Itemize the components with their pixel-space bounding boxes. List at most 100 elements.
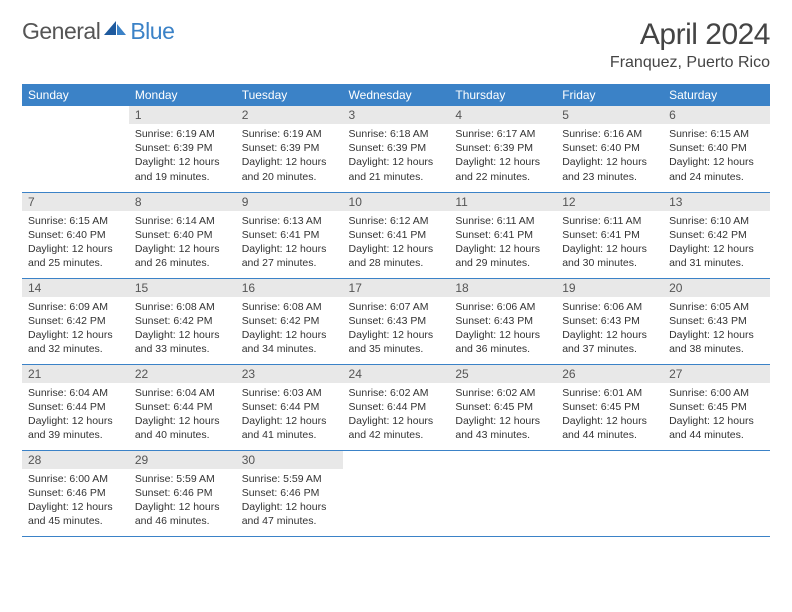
day-details: Sunrise: 6:06 AMSunset: 6:43 PMDaylight:… (449, 297, 556, 361)
day-number: 13 (663, 193, 770, 211)
day-number: 20 (663, 279, 770, 297)
calendar-cell: .. (343, 450, 450, 536)
calendar-cell: 18Sunrise: 6:06 AMSunset: 6:43 PMDayligh… (449, 278, 556, 364)
weekday-header: Thursday (449, 84, 556, 106)
day-number: 30 (236, 451, 343, 469)
day-number: 24 (343, 365, 450, 383)
day-number: 8 (129, 193, 236, 211)
day-number: 29 (129, 451, 236, 469)
weekday-header-row: Sunday Monday Tuesday Wednesday Thursday… (22, 84, 770, 106)
calendar-row: 7Sunrise: 6:15 AMSunset: 6:40 PMDaylight… (22, 192, 770, 278)
day-details: Sunrise: 6:00 AMSunset: 6:45 PMDaylight:… (663, 383, 770, 447)
logo: General Blue (22, 18, 174, 45)
day-number: 5 (556, 106, 663, 124)
day-details: Sunrise: 6:04 AMSunset: 6:44 PMDaylight:… (129, 383, 236, 447)
calendar-cell: 17Sunrise: 6:07 AMSunset: 6:43 PMDayligh… (343, 278, 450, 364)
calendar-cell: 3Sunrise: 6:18 AMSunset: 6:39 PMDaylight… (343, 106, 450, 192)
calendar-row: ..1Sunrise: 6:19 AMSunset: 6:39 PMDaylig… (22, 106, 770, 192)
calendar-cell: 7Sunrise: 6:15 AMSunset: 6:40 PMDaylight… (22, 192, 129, 278)
day-details: Sunrise: 6:08 AMSunset: 6:42 PMDaylight:… (129, 297, 236, 361)
day-details: Sunrise: 6:10 AMSunset: 6:42 PMDaylight:… (663, 211, 770, 275)
calendar-cell: 5Sunrise: 6:16 AMSunset: 6:40 PMDaylight… (556, 106, 663, 192)
day-details: Sunrise: 6:06 AMSunset: 6:43 PMDaylight:… (556, 297, 663, 361)
calendar-row: 28Sunrise: 6:00 AMSunset: 6:46 PMDayligh… (22, 450, 770, 536)
calendar-cell: 27Sunrise: 6:00 AMSunset: 6:45 PMDayligh… (663, 364, 770, 450)
day-details: Sunrise: 6:14 AMSunset: 6:40 PMDaylight:… (129, 211, 236, 275)
day-details: Sunrise: 6:00 AMSunset: 6:46 PMDaylight:… (22, 469, 129, 533)
day-number: 2 (236, 106, 343, 124)
day-details: Sunrise: 6:04 AMSunset: 6:44 PMDaylight:… (22, 383, 129, 447)
calendar-cell: 8Sunrise: 6:14 AMSunset: 6:40 PMDaylight… (129, 192, 236, 278)
day-details: Sunrise: 6:17 AMSunset: 6:39 PMDaylight:… (449, 124, 556, 188)
calendar-cell: 13Sunrise: 6:10 AMSunset: 6:42 PMDayligh… (663, 192, 770, 278)
calendar-cell: 4Sunrise: 6:17 AMSunset: 6:39 PMDaylight… (449, 106, 556, 192)
calendar-cell: 12Sunrise: 6:11 AMSunset: 6:41 PMDayligh… (556, 192, 663, 278)
calendar-cell: .. (449, 450, 556, 536)
weekday-header: Saturday (663, 84, 770, 106)
day-details: Sunrise: 6:15 AMSunset: 6:40 PMDaylight:… (663, 124, 770, 188)
calendar-cell: .. (556, 450, 663, 536)
calendar-cell: 6Sunrise: 6:15 AMSunset: 6:40 PMDaylight… (663, 106, 770, 192)
day-number: 17 (343, 279, 450, 297)
day-details: Sunrise: 6:01 AMSunset: 6:45 PMDaylight:… (556, 383, 663, 447)
day-details: Sunrise: 6:11 AMSunset: 6:41 PMDaylight:… (556, 211, 663, 275)
day-details: Sunrise: 6:13 AMSunset: 6:41 PMDaylight:… (236, 211, 343, 275)
day-details: Sunrise: 6:11 AMSunset: 6:41 PMDaylight:… (449, 211, 556, 275)
day-number: 7 (22, 193, 129, 211)
calendar-cell: 11Sunrise: 6:11 AMSunset: 6:41 PMDayligh… (449, 192, 556, 278)
calendar-cell: .. (663, 450, 770, 536)
calendar-cell: 25Sunrise: 6:02 AMSunset: 6:45 PMDayligh… (449, 364, 556, 450)
calendar-cell: 29Sunrise: 5:59 AMSunset: 6:46 PMDayligh… (129, 450, 236, 536)
weekday-header: Monday (129, 84, 236, 106)
day-details: Sunrise: 6:05 AMSunset: 6:43 PMDaylight:… (663, 297, 770, 361)
day-details: Sunrise: 6:19 AMSunset: 6:39 PMDaylight:… (236, 124, 343, 188)
day-details: Sunrise: 6:15 AMSunset: 6:40 PMDaylight:… (22, 211, 129, 275)
day-details: Sunrise: 6:07 AMSunset: 6:43 PMDaylight:… (343, 297, 450, 361)
weekday-header: Sunday (22, 84, 129, 106)
calendar-cell: 10Sunrise: 6:12 AMSunset: 6:41 PMDayligh… (343, 192, 450, 278)
day-number: 19 (556, 279, 663, 297)
day-number: 15 (129, 279, 236, 297)
day-details: Sunrise: 6:16 AMSunset: 6:40 PMDaylight:… (556, 124, 663, 188)
calendar-row: 14Sunrise: 6:09 AMSunset: 6:42 PMDayligh… (22, 278, 770, 364)
calendar-table: Sunday Monday Tuesday Wednesday Thursday… (22, 84, 770, 537)
logo-text-blue: Blue (130, 18, 174, 45)
day-number: 3 (343, 106, 450, 124)
title-block: April 2024 Franquez, Puerto Rico (610, 18, 770, 72)
day-number: 21 (22, 365, 129, 383)
day-number: 27 (663, 365, 770, 383)
day-details: Sunrise: 6:19 AMSunset: 6:39 PMDaylight:… (129, 124, 236, 188)
calendar-cell: 30Sunrise: 5:59 AMSunset: 6:46 PMDayligh… (236, 450, 343, 536)
calendar-cell: 20Sunrise: 6:05 AMSunset: 6:43 PMDayligh… (663, 278, 770, 364)
calendar-cell: 22Sunrise: 6:04 AMSunset: 6:44 PMDayligh… (129, 364, 236, 450)
day-number: 10 (343, 193, 450, 211)
day-number: 14 (22, 279, 129, 297)
day-details: Sunrise: 6:08 AMSunset: 6:42 PMDaylight:… (236, 297, 343, 361)
day-number: 23 (236, 365, 343, 383)
day-number: 16 (236, 279, 343, 297)
calendar-cell: 28Sunrise: 6:00 AMSunset: 6:46 PMDayligh… (22, 450, 129, 536)
day-details: Sunrise: 5:59 AMSunset: 6:46 PMDaylight:… (236, 469, 343, 533)
calendar-cell: 24Sunrise: 6:02 AMSunset: 6:44 PMDayligh… (343, 364, 450, 450)
logo-text-general: General (22, 18, 100, 45)
day-number: 25 (449, 365, 556, 383)
day-details: Sunrise: 6:12 AMSunset: 6:41 PMDaylight:… (343, 211, 450, 275)
calendar-cell: 2Sunrise: 6:19 AMSunset: 6:39 PMDaylight… (236, 106, 343, 192)
day-details: Sunrise: 6:02 AMSunset: 6:45 PMDaylight:… (449, 383, 556, 447)
location-label: Franquez, Puerto Rico (610, 54, 770, 72)
calendar-cell: 9Sunrise: 6:13 AMSunset: 6:41 PMDaylight… (236, 192, 343, 278)
weekday-header: Wednesday (343, 84, 450, 106)
day-number: 28 (22, 451, 129, 469)
weekday-header: Friday (556, 84, 663, 106)
calendar-row: 21Sunrise: 6:04 AMSunset: 6:44 PMDayligh… (22, 364, 770, 450)
day-details: Sunrise: 6:18 AMSunset: 6:39 PMDaylight:… (343, 124, 450, 188)
calendar-cell: 16Sunrise: 6:08 AMSunset: 6:42 PMDayligh… (236, 278, 343, 364)
header: General Blue April 2024 Franquez, Puerto… (22, 18, 770, 72)
calendar-cell: 19Sunrise: 6:06 AMSunset: 6:43 PMDayligh… (556, 278, 663, 364)
calendar-cell: 23Sunrise: 6:03 AMSunset: 6:44 PMDayligh… (236, 364, 343, 450)
day-number: 11 (449, 193, 556, 211)
day-number: 12 (556, 193, 663, 211)
day-number: 26 (556, 365, 663, 383)
calendar-cell: 21Sunrise: 6:04 AMSunset: 6:44 PMDayligh… (22, 364, 129, 450)
day-number: 18 (449, 279, 556, 297)
